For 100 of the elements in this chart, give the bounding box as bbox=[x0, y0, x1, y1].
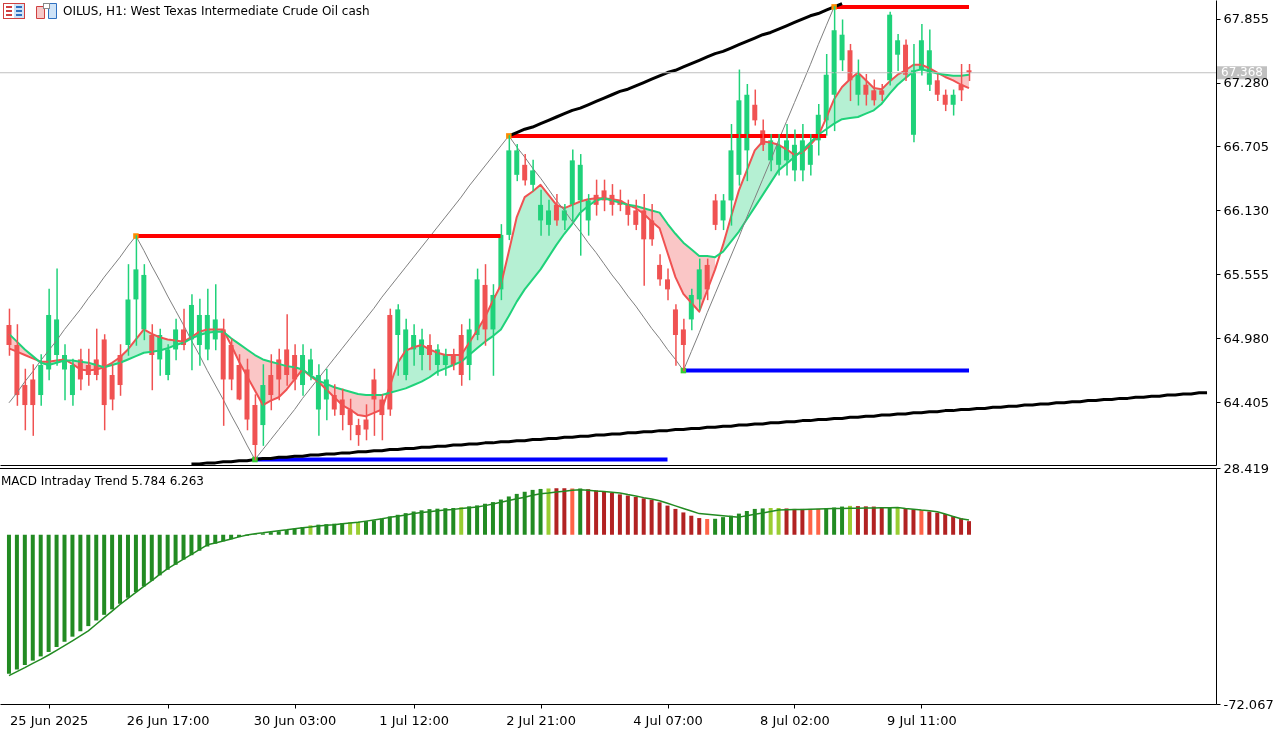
bar bbox=[94, 534, 99, 621]
bar bbox=[792, 508, 797, 535]
bar bbox=[435, 508, 440, 535]
x-tick-label: 25 Jun 2025 bbox=[10, 712, 89, 728]
bar bbox=[371, 520, 376, 535]
bar bbox=[602, 491, 607, 535]
bar bbox=[609, 492, 614, 535]
bar bbox=[760, 508, 765, 535]
bar bbox=[895, 507, 900, 535]
bar bbox=[395, 514, 400, 535]
bar bbox=[490, 502, 495, 535]
bar bbox=[498, 499, 503, 535]
bar bbox=[292, 528, 297, 535]
bar bbox=[110, 534, 115, 610]
y-tick-label: 66.705 bbox=[1223, 138, 1269, 154]
bar bbox=[483, 503, 488, 535]
bar bbox=[855, 506, 860, 535]
bar bbox=[173, 534, 178, 565]
bar bbox=[459, 507, 464, 535]
bar bbox=[133, 534, 138, 593]
bar bbox=[38, 534, 43, 657]
bar bbox=[403, 513, 408, 535]
bar bbox=[594, 490, 599, 535]
bar bbox=[681, 512, 686, 535]
bar bbox=[379, 518, 384, 535]
x-tick-label: 26 Jun 17:00 bbox=[126, 712, 210, 728]
bar bbox=[641, 498, 646, 535]
bar bbox=[657, 502, 662, 535]
bar bbox=[546, 488, 551, 535]
bar bbox=[364, 521, 369, 535]
bar bbox=[356, 521, 361, 535]
bar bbox=[451, 507, 456, 535]
bar bbox=[70, 534, 75, 637]
chart-title: OILUS, H1: West Texas Intermediate Crude Oil cash bbox=[63, 4, 370, 18]
bar bbox=[887, 507, 892, 535]
bar bbox=[586, 489, 591, 535]
bar bbox=[816, 508, 821, 535]
bar bbox=[697, 518, 702, 535]
text: MACD Intraday Trend 5.784 6.263 bbox=[1, 474, 204, 488]
bar bbox=[419, 510, 424, 535]
bar bbox=[514, 493, 519, 535]
bar bbox=[959, 518, 964, 535]
bar bbox=[467, 506, 472, 535]
bar bbox=[967, 521, 972, 535]
bar bbox=[22, 534, 27, 666]
bar bbox=[475, 505, 480, 535]
bar bbox=[86, 534, 91, 627]
bar bbox=[141, 534, 146, 587]
bar bbox=[554, 488, 559, 535]
bar bbox=[721, 517, 726, 535]
y-tick-label: 64.405 bbox=[1223, 394, 1269, 410]
bar bbox=[46, 534, 51, 652]
x-tick-label: 1 Jul 12:00 bbox=[379, 712, 449, 728]
bar bbox=[713, 518, 718, 535]
bar bbox=[840, 506, 845, 535]
point bbox=[252, 456, 258, 463]
bar bbox=[943, 514, 948, 535]
bar bbox=[157, 534, 162, 576]
bar bbox=[30, 534, 35, 661]
bar bbox=[617, 494, 622, 535]
bar bbox=[951, 516, 956, 535]
bar bbox=[625, 495, 630, 535]
bar bbox=[506, 496, 511, 535]
y-tick-label: 28.419 bbox=[1223, 460, 1269, 476]
bar bbox=[443, 508, 448, 535]
bar bbox=[62, 534, 67, 642]
x-tick-label: 30 Jun 03:00 bbox=[253, 712, 337, 728]
bar bbox=[149, 534, 154, 581]
bar bbox=[14, 534, 19, 670]
bar bbox=[808, 508, 813, 535]
y-tick-label: 65.555 bbox=[1223, 266, 1269, 282]
bar bbox=[78, 534, 83, 632]
bar bbox=[284, 530, 289, 535]
bar bbox=[522, 491, 527, 535]
bar bbox=[189, 534, 194, 556]
bar bbox=[705, 519, 710, 535]
bar bbox=[387, 516, 392, 535]
bar bbox=[276, 531, 281, 535]
bar bbox=[847, 505, 852, 535]
y-tick-label: 64.980 bbox=[1223, 330, 1269, 346]
bar bbox=[562, 488, 567, 535]
bar bbox=[673, 508, 678, 535]
bar bbox=[800, 508, 805, 535]
bar bbox=[181, 534, 186, 560]
bar bbox=[728, 515, 733, 535]
bar bbox=[911, 509, 916, 535]
bar bbox=[268, 532, 273, 535]
bar bbox=[784, 508, 789, 535]
bar bbox=[427, 509, 432, 535]
bar bbox=[927, 511, 932, 535]
bar bbox=[411, 511, 416, 535]
bar bbox=[689, 515, 694, 535]
bar bbox=[54, 534, 59, 648]
bar bbox=[197, 534, 202, 551]
y-tick-label: -72.067 bbox=[1223, 696, 1274, 712]
bar bbox=[832, 507, 837, 535]
bar bbox=[165, 534, 170, 570]
bar bbox=[649, 499, 654, 535]
bar bbox=[863, 506, 868, 535]
bar bbox=[903, 508, 908, 535]
